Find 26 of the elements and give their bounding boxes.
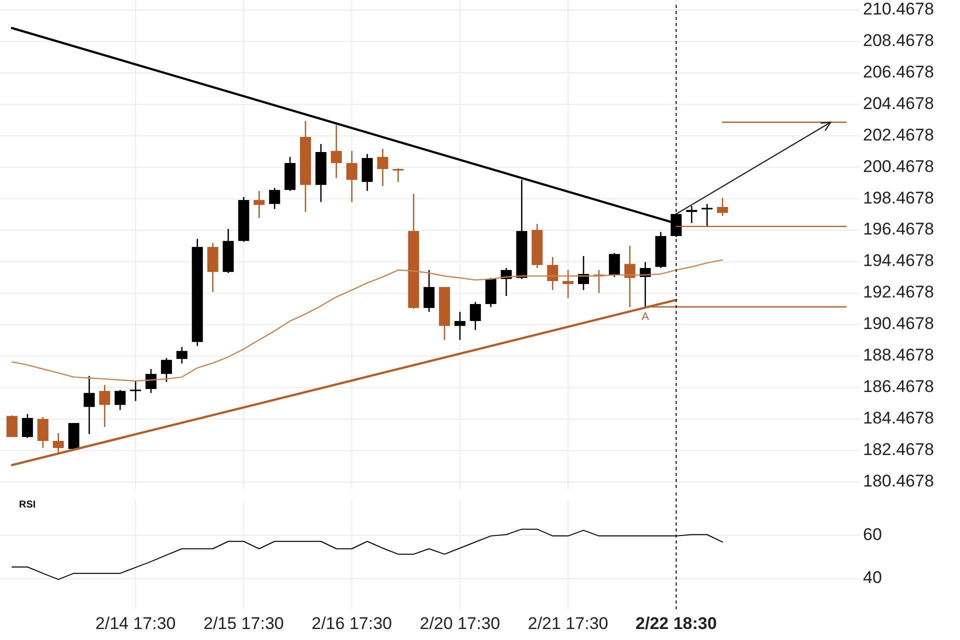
x-tick-label: 2/15 17:30 [204, 614, 284, 634]
chart-title: RSI [19, 500, 36, 510]
x-tick-label: 2/16 17:30 [312, 614, 392, 634]
y-tick-label: 200.4678 [863, 156, 934, 176]
x-tick-label: 2/21 17:30 [528, 614, 608, 634]
y-tick-label: 204.4678 [863, 94, 934, 113]
x-tick-label: 2/20 17:30 [420, 614, 500, 634]
y-tick-label: 180.4678 [863, 472, 934, 491]
y-tick-label: 188.4678 [863, 346, 934, 365]
annotation: A [642, 310, 650, 323]
x-tick-label: 2/14 17:30 [95, 614, 176, 634]
y-tick-label: 192.4678 [863, 282, 934, 302]
y-tick-label: 40 [863, 568, 882, 588]
y-tick-label: 194.4678 [863, 251, 934, 270]
y-tick-label: 190.4678 [863, 314, 934, 334]
y-tick-label: 198.4678 [863, 188, 934, 208]
y-tick-label: 60 [863, 524, 882, 544]
y-tick-label: 184.4678 [863, 408, 934, 428]
y-tick-label: 186.4678 [863, 377, 934, 396]
y-tick-label: 182.4678 [863, 440, 934, 460]
y-tick-label: 208.4678 [863, 30, 934, 50]
y-tick-label: 202.4678 [863, 125, 934, 144]
x-tick-label: 2/22 18:30 [636, 614, 717, 634]
y-tick-label: 196.4678 [863, 220, 934, 239]
y-tick-label: 210.4678 [863, 0, 934, 18]
y-tick-label: 206.4678 [863, 62, 934, 82]
